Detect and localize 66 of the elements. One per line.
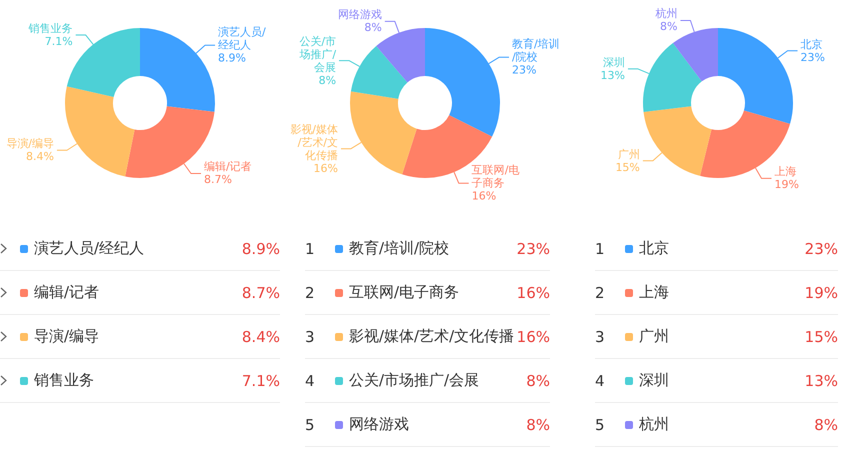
data-label: 8.9% [218, 52, 247, 65]
slice-label: 销售业务 [28, 22, 73, 36]
data-label: 8% [363, 21, 382, 34]
text: 3 [595, 328, 606, 346]
legend-label: 北京 [639, 239, 670, 258]
legend-label: 上海 [639, 283, 670, 302]
text: 1 [305, 240, 316, 258]
legend-label: 杭州 [639, 415, 670, 434]
text: 16% [516, 328, 550, 346]
text: 8% [526, 416, 550, 434]
legend-label: 销售业务 [34, 371, 95, 390]
text: 8% [814, 416, 838, 434]
legend-label: 广州 [639, 327, 670, 346]
text: 8.4% [242, 328, 280, 346]
text: 8.7% [242, 284, 280, 302]
text: 1 [595, 240, 606, 258]
data-label: 16% [472, 190, 498, 203]
data-label: 8.4% [25, 150, 54, 164]
data-label: 23% [800, 50, 825, 64]
slice-label: 导演/编导 [6, 137, 54, 150]
legend-label: 深圳 [639, 371, 670, 390]
text: 4 [305, 372, 316, 390]
data-label: 15% [615, 160, 640, 174]
slice-label: 互联网/电子商务 [472, 164, 520, 190]
text: 16% [516, 284, 550, 302]
data-label: 7.1% [44, 35, 73, 48]
data-label: 8.7% [204, 173, 233, 186]
legend-label: 导演/编导 [34, 327, 100, 346]
data-label: 13% [600, 68, 625, 82]
slice-label: 编辑/记者 [204, 160, 252, 174]
data-label: 8% [318, 74, 336, 87]
text: 8% [526, 372, 550, 390]
text: 19% [804, 284, 838, 302]
text: 23% [516, 240, 550, 258]
data-label: 23% [512, 64, 538, 77]
text: 3 [305, 328, 316, 346]
legend-label: 教育/培训/院校 [349, 239, 450, 258]
legend-label: 互联网/电子商务 [349, 283, 460, 302]
legend-label: 影视/媒体/艺术/文化传播 [349, 327, 515, 346]
text: 15% [804, 328, 838, 346]
slice-label: 上海 [774, 165, 798, 178]
legend-label: 公关/市场推广/会展 [349, 371, 480, 390]
slice-label: 深圳 [602, 56, 625, 69]
text: 8.9% [242, 240, 280, 258]
text: 7.1% [242, 372, 280, 390]
data-label: 8% [659, 20, 678, 34]
slice-label: 广州 [616, 148, 640, 161]
text: 13% [804, 372, 838, 390]
slice-label: 教育/培训/院校 [512, 38, 560, 64]
slice-label: 影视/媒体/艺术/文化传播 [290, 122, 338, 162]
text: 2 [595, 284, 606, 302]
data-label: 16% [312, 162, 338, 175]
text: 23% [804, 240, 838, 258]
text: 2 [305, 284, 316, 302]
legend-label: 演艺人员/经纪人 [34, 239, 146, 258]
legend-label: 网络游戏 [349, 415, 410, 434]
slice-label: 杭州 [655, 7, 678, 20]
text: 4 [595, 372, 606, 390]
slice-label: 北京 [800, 38, 824, 51]
slice-label: 网络游戏 [338, 8, 382, 22]
text: 5 [305, 416, 316, 434]
data-label: 19% [774, 178, 799, 192]
text: 5 [595, 416, 606, 434]
slice-label: 演艺人员/经纪人 [218, 26, 267, 52]
slice-label: 公关/市场推广/会展 [298, 34, 336, 74]
legend-label: 编辑/记者 [34, 283, 100, 302]
